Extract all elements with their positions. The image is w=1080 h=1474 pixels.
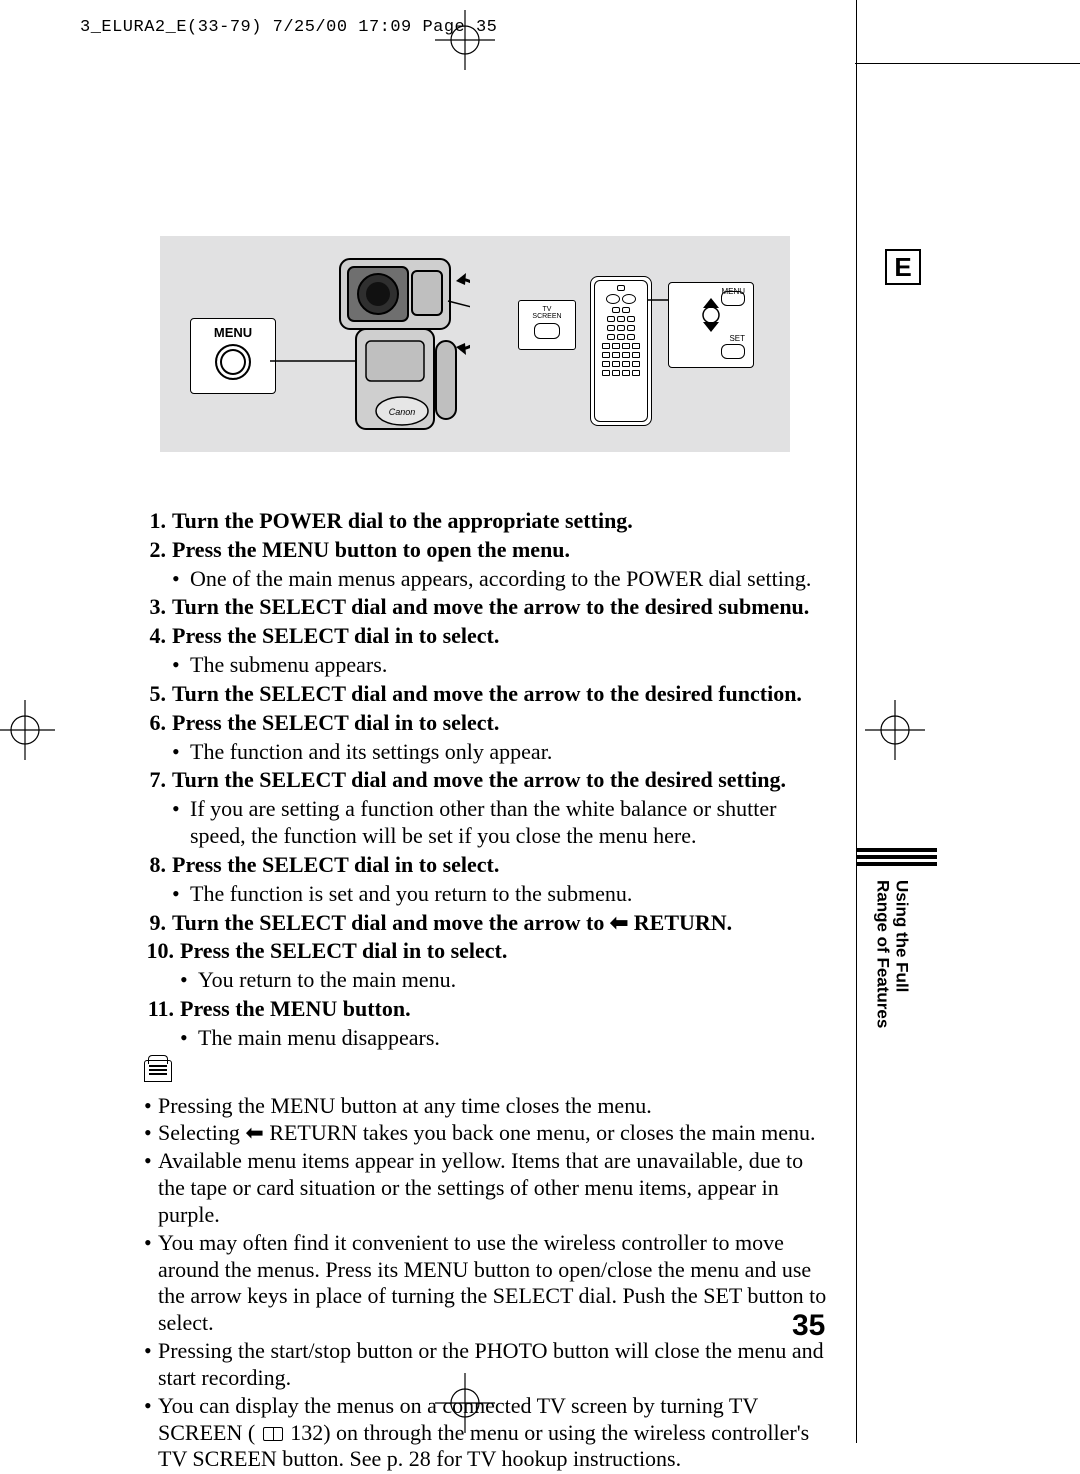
section-tab-bars [857,848,937,866]
registration-mark-top [435,10,495,70]
step-text: Turn the SELECT dial and move the arrow … [172,910,732,937]
language-indicator: E [885,249,921,285]
bullet: • [140,1093,158,1120]
bullet: • [172,796,190,850]
bullet: • [172,881,190,908]
note-item: •Available menu items appear in yellow. … [140,1148,832,1228]
step-item: 5. Turn the SELECT dial and move the arr… [140,681,832,708]
bullet: • [140,1230,158,1337]
step-number: 4. [140,623,172,650]
note-item: •You may often find it convenient to use… [140,1230,832,1337]
step-item: 3. Turn the SELECT dial and move the arr… [140,594,832,621]
step-number: 7. [140,767,172,794]
detail-set-label: SET [669,334,753,343]
step-number: 5. [140,681,172,708]
note-text: You can display the menus on a connected… [158,1393,832,1473]
step-sub-item: •One of the main menus appears, accordin… [172,566,832,593]
step-item: 2. Press the MENU button to open the men… [140,537,832,564]
remote-detail-callout: MENU SET [668,282,754,368]
step-number: 11. [140,996,180,1023]
tv-screen-callout: TVSCREEN [518,300,576,350]
detail-button-icon-2 [721,291,745,306]
step-sub-text: The function is set and you return to th… [190,881,632,908]
bullet: • [180,967,198,994]
trim-line [856,0,857,1443]
step-text: Turn the SELECT dial and move the arrow … [172,681,802,708]
step-sub-item: •The main menu disappears. [180,1025,832,1052]
bullet: • [180,1025,198,1052]
step-sub-text: One of the main menus appears, according… [190,566,811,593]
menu-button-icon [215,344,251,380]
note-item: •Pressing the start/stop button or the P… [140,1338,832,1392]
bullet: • [172,739,190,766]
step-number: 1. [140,508,172,535]
trim-line-top [855,63,1080,64]
bullet: • [172,652,190,679]
step-text: Press the MENU button. [180,996,411,1023]
step-text: Press the SELECT dial in to select. [172,852,499,879]
note-text: Selecting ⬅ RETURN takes you back one me… [158,1120,816,1147]
step-sub-text: The function and its settings only appea… [190,739,552,766]
note-text: You may often find it convenient to use … [158,1230,832,1337]
step-text: Press the SELECT dial in to select. [180,938,507,965]
note-text: Available menu items appear in yellow. I… [158,1148,832,1228]
page-number: 35 [792,1309,825,1343]
note-item: •Pressing the MENU button at any time cl… [140,1093,832,1120]
step-text: Press the MENU button to open the menu. [172,537,570,564]
instruction-figure: MENU Canon TVSCREEN [160,236,790,452]
step-number: 6. [140,710,172,737]
bullet: • [140,1338,158,1392]
step-number: 2. [140,537,172,564]
step-number: 3. [140,594,172,621]
step-number: 9. [140,910,172,937]
step-sub-item: •The submenu appears. [172,652,832,679]
remote-illustration [590,276,652,426]
svg-text:Canon: Canon [389,407,416,417]
step-text: Press the SELECT dial in to select. [172,710,499,737]
note-text: Pressing the start/stop button or the PH… [158,1338,832,1392]
step-item: 11. Press the MENU button. [140,996,832,1023]
note-item: •You can display the menus on a connecte… [140,1393,832,1473]
registration-mark-right [865,700,925,760]
tv-screen-label: TVSCREEN [519,306,575,320]
detail-button-icon [721,344,745,359]
step-sub-text: If you are setting a function other than… [190,796,832,850]
step-item: 10. Press the SELECT dial in to select. [140,938,832,965]
step-item: 9. Turn the SELECT dial and move the arr… [140,910,832,937]
step-sub-text: The submenu appears. [190,652,387,679]
step-number: 8. [140,852,172,879]
camera-illustration: Canon [260,241,470,446]
step-item: 8. Press the SELECT dial in to select. [140,852,832,879]
book-icon [263,1427,283,1441]
step-text: Turn the SELECT dial and move the arrow … [172,767,786,794]
step-number: 10. [140,938,180,965]
note-text: Pressing the MENU button at any time clo… [158,1093,652,1120]
section-tab-label: Using the FullRange of Features [873,880,910,1028]
note-item: •Selecting ⬅ RETURN takes you back one m… [140,1120,832,1147]
bullet: • [140,1120,158,1147]
registration-mark-left [0,700,55,760]
step-sub-item: •You return to the main menu. [180,967,832,994]
step-item: 7. Turn the SELECT dial and move the arr… [140,767,832,794]
step-sub-item: •The function is set and you return to t… [172,881,832,908]
notes-icon [144,1060,172,1082]
tv-button-icon [534,323,560,339]
step-text: Press the SELECT dial in to select. [172,623,499,650]
instruction-content: 1. Turn the POWER dial to the appropriat… [140,508,832,1474]
bullet: • [140,1393,158,1473]
step-item: 4. Press the SELECT dial in to select. [140,623,832,650]
step-item: 6. Press the SELECT dial in to select. [140,710,832,737]
bullet: • [140,1148,158,1228]
step-sub-text: The main menu disappears. [198,1025,440,1052]
step-sub-text: You return to the main menu. [198,967,456,994]
bullet: • [172,566,190,593]
step-sub-item: •The function and its settings only appe… [172,739,832,766]
step-text: Turn the POWER dial to the appropriate s… [172,508,633,535]
step-sub-item: •If you are setting a function other tha… [172,796,832,850]
step-item: 1. Turn the POWER dial to the appropriat… [140,508,832,535]
step-text: Turn the SELECT dial and move the arrow … [172,594,809,621]
